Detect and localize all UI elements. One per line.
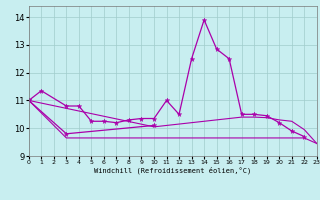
X-axis label: Windchill (Refroidissement éolien,°C): Windchill (Refroidissement éolien,°C) xyxy=(94,167,252,174)
